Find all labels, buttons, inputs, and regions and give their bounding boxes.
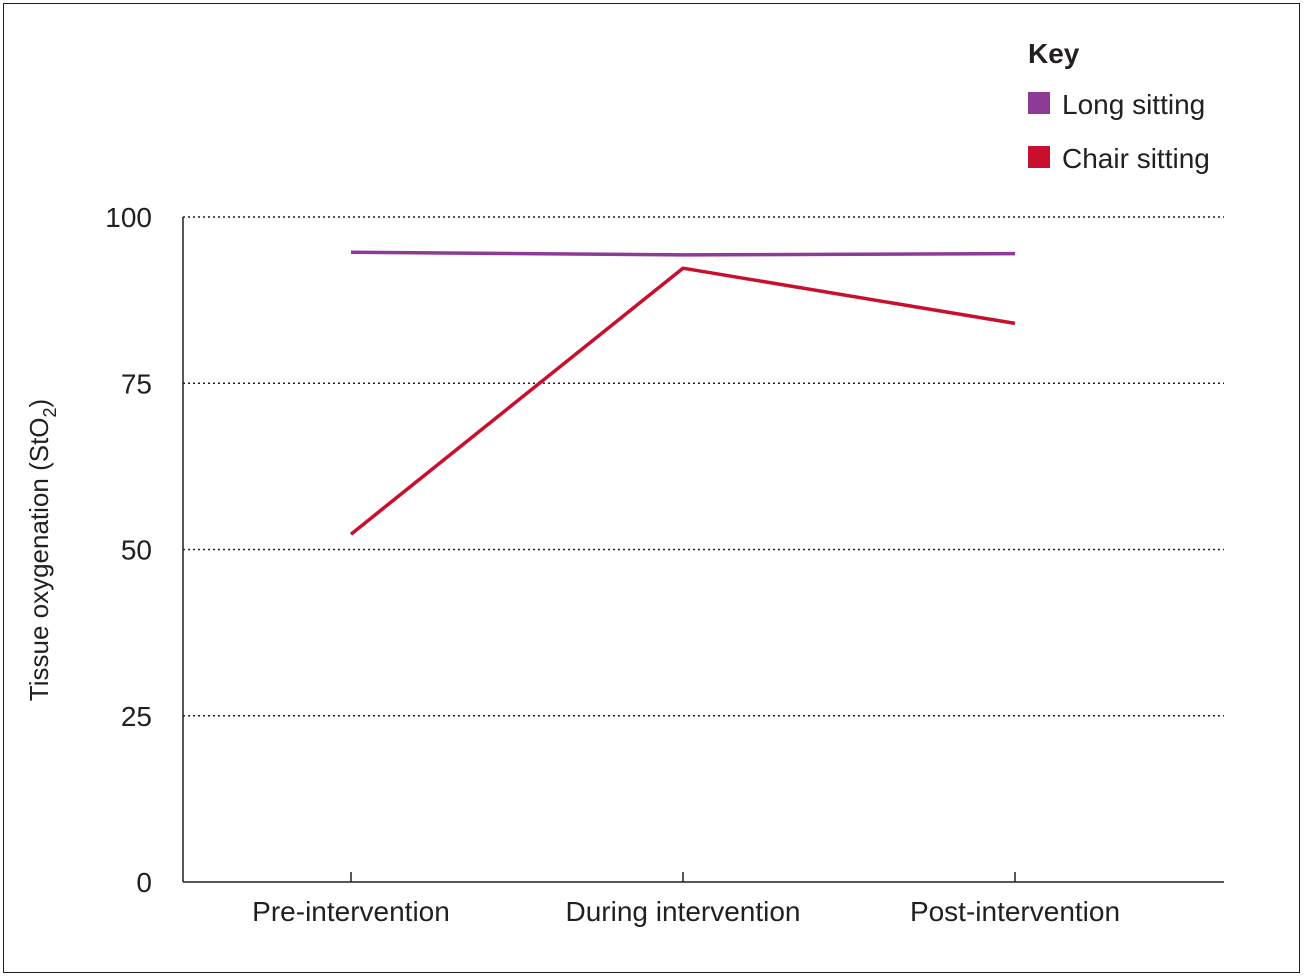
legend: Key Long sitting Chair sitting: [1028, 38, 1210, 174]
x-tick-label: Post-intervention: [910, 896, 1120, 927]
y-tick-label: 0: [136, 867, 152, 898]
y-axis-title: Tissue oxygenation (StO2): [24, 399, 60, 701]
x-tick-label: Pre-intervention: [252, 896, 450, 927]
series-lines: [349, 250, 1016, 536]
legend-items: Long sitting Chair sitting: [1028, 89, 1210, 174]
legend-swatch: [1028, 92, 1050, 114]
gridlines: [183, 216, 1224, 717]
x-tick-label: During intervention: [565, 896, 800, 927]
x-axis-ticks: Pre-intervention During intervention Post-…: [252, 872, 1120, 927]
series-line-chair-sitting: [349, 266, 1016, 536]
axes: [182, 217, 1224, 883]
y-tick-label: 75: [121, 368, 152, 399]
y-tick-label: 25: [121, 701, 152, 732]
legend-swatch: [1028, 146, 1050, 168]
chart-frame: [3, 3, 1300, 973]
legend-label: Long sitting: [1062, 89, 1205, 120]
legend-title: Key: [1028, 38, 1080, 69]
y-tick-label: 100: [105, 202, 152, 233]
y-tick-label: 50: [121, 535, 152, 566]
y-axis-ticks: 0 25 50 75 100: [105, 202, 152, 898]
series-line-long-sitting: [350, 250, 1016, 257]
legend-label: Chair sitting: [1062, 143, 1210, 174]
